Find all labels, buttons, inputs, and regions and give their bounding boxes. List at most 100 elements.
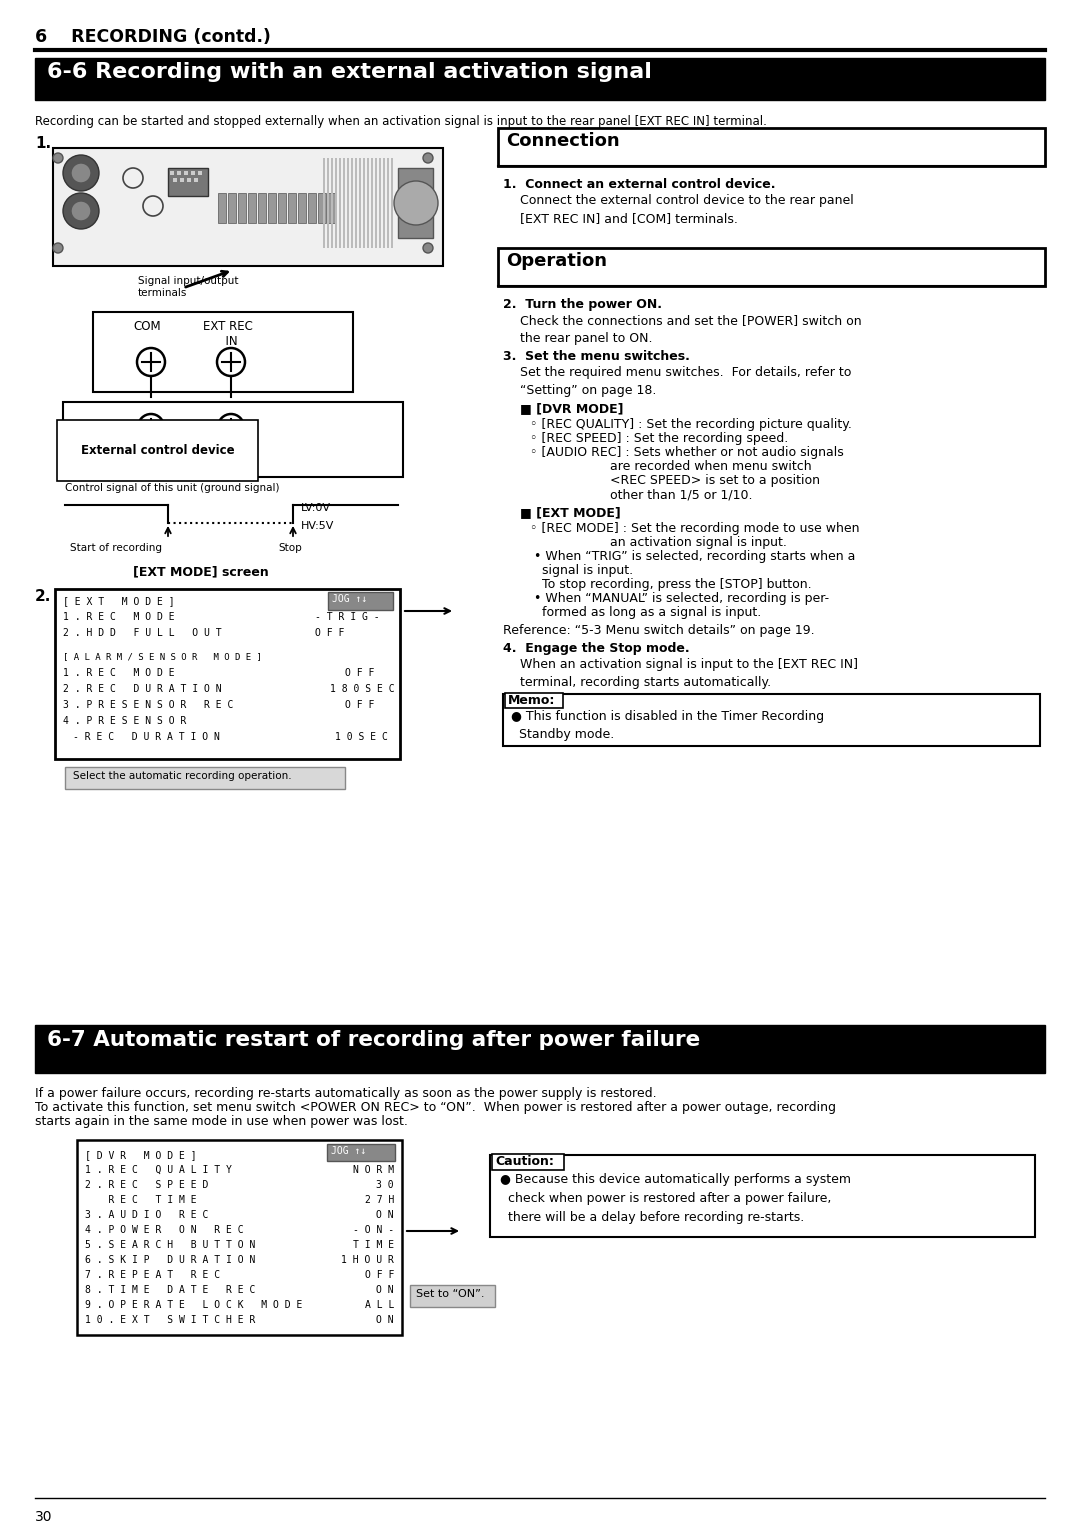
- Circle shape: [394, 181, 438, 225]
- Text: Caution:: Caution:: [495, 1155, 554, 1167]
- Text: Start of recording: Start of recording: [70, 543, 162, 552]
- Text: Connect the external control device to the rear panel
[EXT REC IN] and [COM] ter: Connect the external control device to t…: [519, 194, 854, 225]
- Text: - O N -: - O N -: [353, 1226, 394, 1235]
- Text: Control signal of this unit (ground signal): Control signal of this unit (ground sign…: [65, 483, 280, 493]
- Bar: [77, 1140, 402, 1336]
- Bar: [177, 171, 181, 174]
- Bar: [387, 158, 389, 248]
- Bar: [410, 1285, 495, 1307]
- Circle shape: [63, 193, 99, 230]
- Bar: [372, 158, 373, 248]
- Text: Check the connections and set the [POWER] switch on
the rear panel to ON.: Check the connections and set the [POWER…: [519, 314, 862, 344]
- Text: [ A L A R M / S E N S O R   M O D E ]: [ A L A R M / S E N S O R M O D E ]: [63, 652, 261, 661]
- Circle shape: [53, 153, 63, 164]
- Text: an activation signal is input.: an activation signal is input.: [530, 536, 787, 549]
- Bar: [335, 158, 337, 248]
- Bar: [191, 171, 195, 174]
- Text: R E C   T I M E: R E C T I M E: [85, 1195, 197, 1206]
- Text: [ D V R   M O D E ]: [ D V R M O D E ]: [85, 1151, 197, 1160]
- Text: O F F: O F F: [315, 627, 345, 638]
- Bar: [218, 193, 226, 223]
- Text: N O R M: N O R M: [353, 1164, 394, 1175]
- Text: To activate this function, set menu switch <POWER ON REC> to “ON”.  When power i: To activate this function, set menu swit…: [35, 1102, 836, 1114]
- Text: ■ [DVR MODE]: ■ [DVR MODE]: [519, 402, 623, 415]
- Bar: [35, 58, 1045, 99]
- Text: 4 . P R E S E N S O R: 4 . P R E S E N S O R: [63, 716, 187, 727]
- Bar: [170, 171, 174, 174]
- Bar: [184, 171, 188, 174]
- Text: - R E C   D U R A T I O N: - R E C D U R A T I O N: [73, 731, 220, 742]
- Text: 1 8 0 S E C: 1 8 0 S E C: [330, 684, 394, 695]
- Text: [ E X T   M O D E ]: [ E X T M O D E ]: [63, 597, 175, 606]
- Text: T I M E: T I M E: [353, 1239, 394, 1250]
- Bar: [327, 1144, 395, 1161]
- Text: 1.: 1.: [35, 136, 51, 151]
- Bar: [339, 158, 341, 248]
- Text: starts again in the same mode in use when power was lost.: starts again in the same mode in use whe…: [35, 1115, 408, 1128]
- Bar: [278, 193, 286, 223]
- Bar: [363, 158, 365, 248]
- Bar: [492, 1154, 564, 1170]
- Text: - T R I G -: - T R I G -: [315, 612, 380, 623]
- Bar: [248, 193, 256, 223]
- Bar: [55, 589, 400, 759]
- Bar: [268, 193, 276, 223]
- Text: • When “MANUAL” is selected, recording is per-: • When “MANUAL” is selected, recording i…: [530, 592, 829, 604]
- Text: Select the automatic recording operation.: Select the automatic recording operation…: [73, 771, 292, 780]
- Text: 2.: 2.: [35, 589, 52, 604]
- Bar: [323, 158, 325, 248]
- Text: Recording can be started and stopped externally when an activation signal is inp: Recording can be started and stopped ext…: [35, 115, 767, 129]
- Text: 1 . R E C   M O D E: 1 . R E C M O D E: [63, 669, 175, 678]
- Text: [EXT MODE] screen: [EXT MODE] screen: [133, 565, 269, 578]
- Text: Stop: Stop: [278, 543, 301, 552]
- Text: ◦ [REC MODE] : Set the recording mode to use when: ◦ [REC MODE] : Set the recording mode to…: [530, 522, 860, 536]
- Text: A L L: A L L: [365, 1300, 394, 1310]
- Bar: [318, 193, 326, 223]
- Text: ■ [EXT MODE]: ■ [EXT MODE]: [519, 506, 621, 519]
- Bar: [194, 177, 198, 182]
- Text: ● This function is disabled in the Timer Recording
  Standby mode.: ● This function is disabled in the Timer…: [511, 710, 824, 741]
- Text: 6-7 Automatic restart of recording after power failure: 6-7 Automatic restart of recording after…: [48, 1030, 700, 1050]
- Text: 1 . R E C   M O D E: 1 . R E C M O D E: [63, 612, 175, 623]
- Bar: [298, 193, 306, 223]
- Bar: [391, 158, 393, 248]
- Bar: [490, 1155, 1035, 1236]
- Text: Reference: “5-3 Menu switch details” on page 19.: Reference: “5-3 Menu switch details” on …: [503, 624, 814, 636]
- Bar: [53, 148, 443, 266]
- Bar: [180, 177, 184, 182]
- Text: 6    RECORDING (contd.): 6 RECORDING (contd.): [35, 28, 271, 46]
- Bar: [168, 168, 208, 196]
- Text: other than 1/5 or 1/10.: other than 1/5 or 1/10.: [530, 488, 753, 500]
- Text: ◦ [AUDIO REC] : Sets whether or not audio signals: ◦ [AUDIO REC] : Sets whether or not audi…: [530, 447, 843, 459]
- Text: 8 . T I M E   D A T E   R E C: 8 . T I M E D A T E R E C: [85, 1285, 255, 1294]
- Text: 3.  Set the menu switches.: 3. Set the menu switches.: [503, 350, 690, 363]
- Text: LV:0V: LV:0V: [301, 503, 330, 513]
- Bar: [65, 767, 345, 789]
- Text: If a power failure occurs, recording re-starts automatically as soon as the powe: If a power failure occurs, recording re-…: [35, 1086, 657, 1100]
- Bar: [375, 158, 377, 248]
- Text: 3 . A U D I O   R E C: 3 . A U D I O R E C: [85, 1210, 208, 1219]
- Text: 2 . R E C   D U R A T I O N: 2 . R E C D U R A T I O N: [63, 684, 221, 695]
- Bar: [173, 177, 177, 182]
- Circle shape: [423, 153, 433, 164]
- Text: 3 . P R E S E N S O R   R E C: 3 . P R E S E N S O R R E C: [63, 701, 233, 710]
- Text: 1 0 S E C: 1 0 S E C: [335, 731, 388, 742]
- Bar: [383, 158, 384, 248]
- Bar: [63, 402, 403, 477]
- Text: 2 7 H: 2 7 H: [365, 1195, 394, 1206]
- Text: 1 H O U R: 1 H O U R: [341, 1255, 394, 1265]
- Text: formed as long as a signal is input.: formed as long as a signal is input.: [530, 606, 761, 620]
- Bar: [343, 158, 345, 248]
- Text: 2 . R E C   S P E E D: 2 . R E C S P E E D: [85, 1180, 208, 1190]
- Text: O N: O N: [376, 1210, 394, 1219]
- Text: EXT REC
      IN: EXT REC IN: [203, 320, 253, 347]
- Text: O F F: O F F: [365, 1270, 394, 1281]
- Bar: [328, 193, 336, 223]
- Circle shape: [71, 200, 91, 220]
- Bar: [258, 193, 266, 223]
- Bar: [330, 158, 333, 248]
- Bar: [351, 158, 353, 248]
- Text: ◦ [REC QUALITY] : Set the recording picture quality.: ◦ [REC QUALITY] : Set the recording pict…: [530, 418, 852, 431]
- Text: Memo:: Memo:: [508, 695, 555, 707]
- Bar: [505, 693, 563, 708]
